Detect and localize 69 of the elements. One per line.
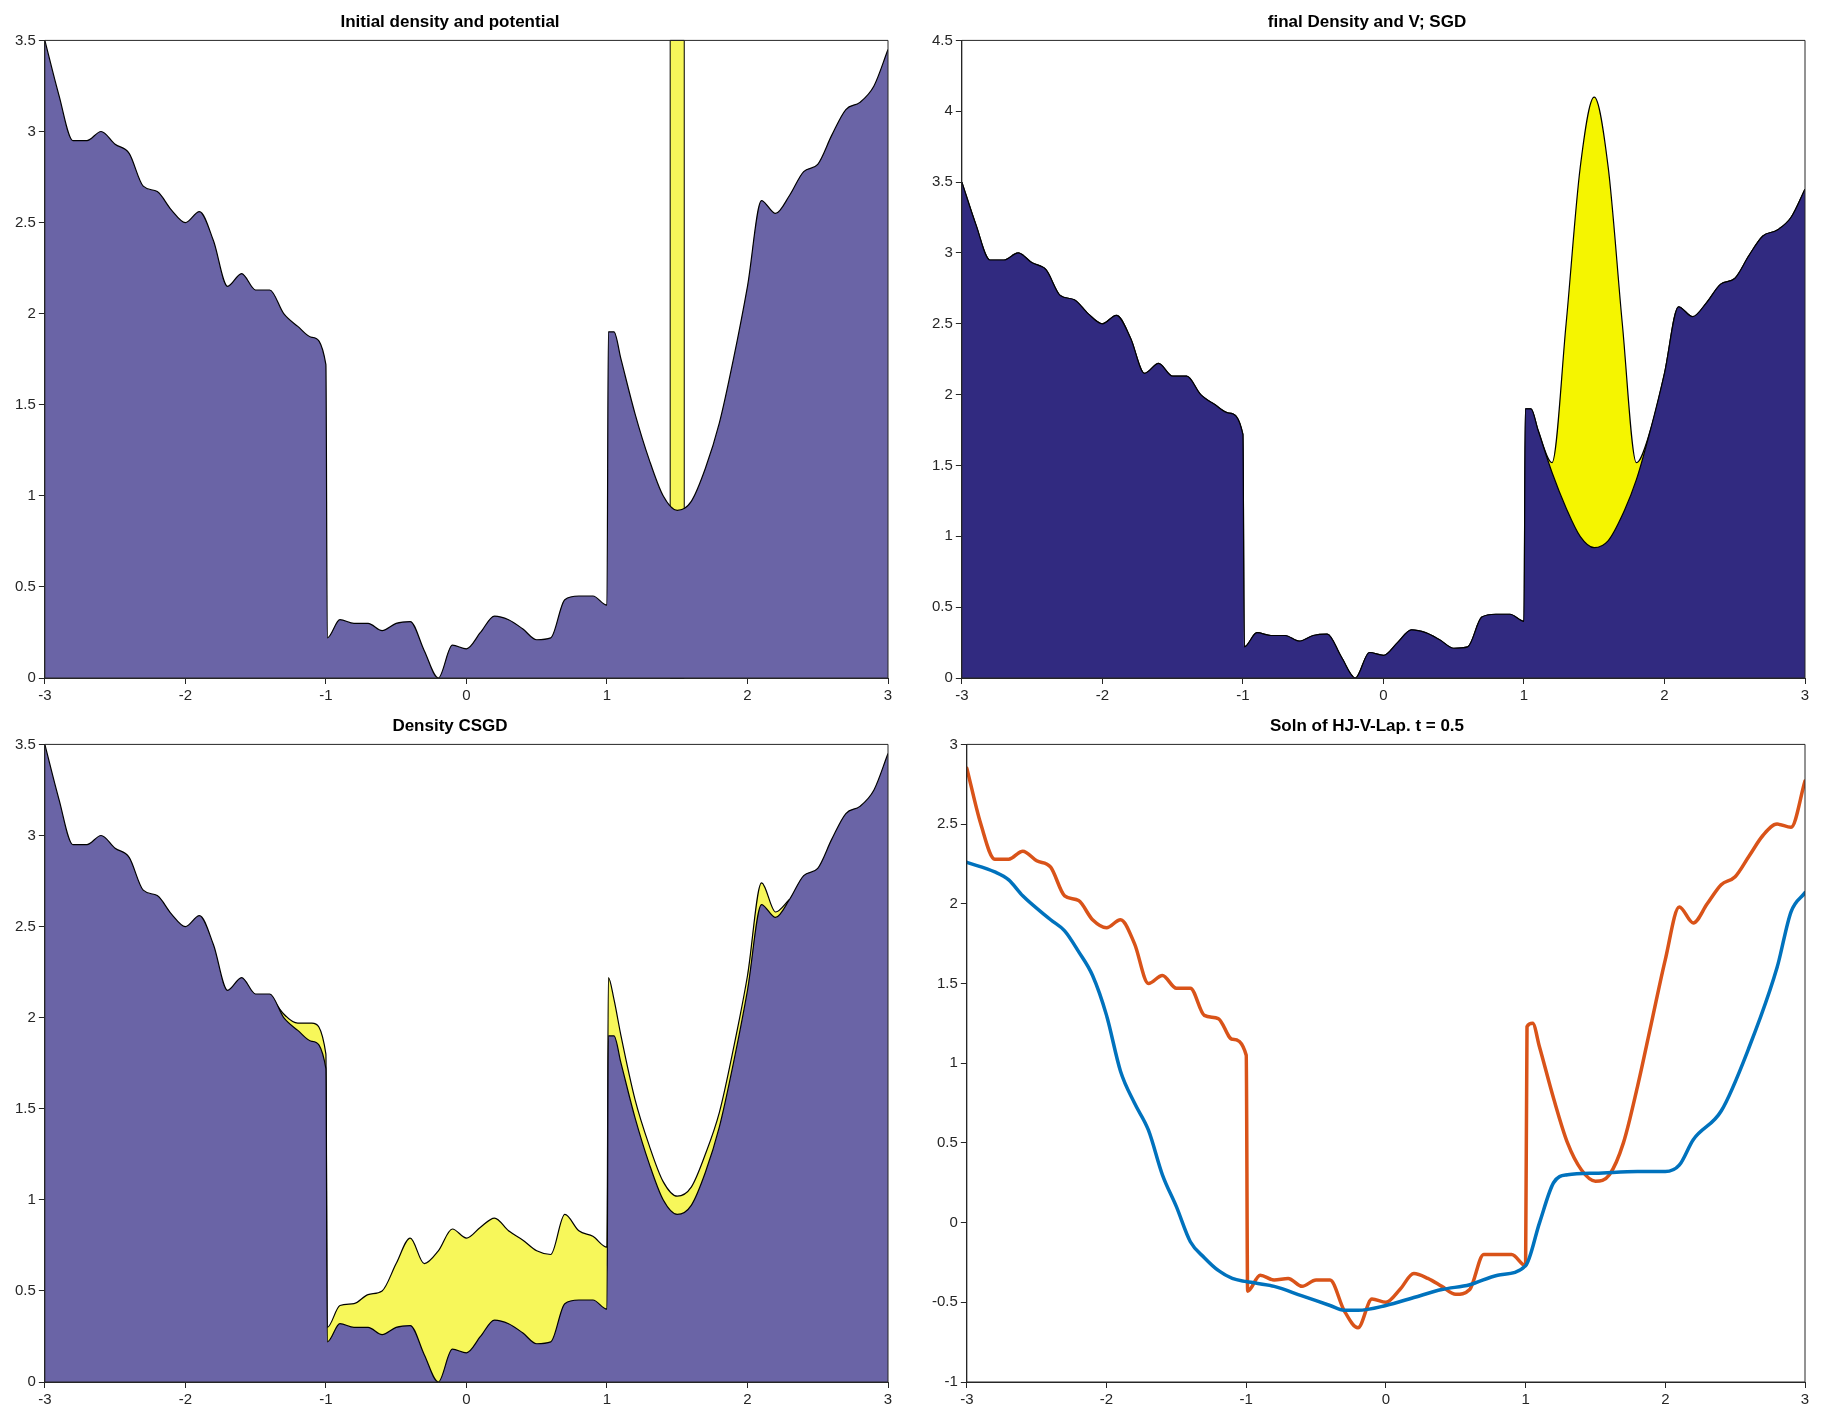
y-tick-label: 2 [949, 893, 958, 911]
y-tick-label: 1 [949, 1053, 958, 1071]
y-tick-label: 1 [944, 526, 953, 544]
x-tick-label: -3 [38, 686, 52, 704]
y-tick-label: 3 [949, 734, 958, 752]
y-tick-label: 3 [27, 121, 36, 139]
x-tick-label: 2 [1660, 686, 1669, 704]
y-tick-label: 1 [27, 1189, 36, 1207]
x-tick-label: -1 [1236, 686, 1250, 704]
x-tick-label: -3 [38, 1390, 52, 1408]
x-tick-label: -2 [178, 1390, 193, 1408]
x-tick-label: -1 [319, 1390, 333, 1408]
y-tick-label: 4.5 [931, 30, 953, 48]
chart-title: Soln of HJ-V-Lap. t = 0.5 [1269, 715, 1465, 735]
y-tick-label: -0.5 [931, 1292, 958, 1310]
y-tick-label: 0.5 [931, 597, 953, 615]
x-tick-label: 2 [1661, 1390, 1670, 1408]
y-tick-label: 2.5 [14, 212, 36, 230]
y-tick-label: -1 [944, 1372, 958, 1390]
y-tick-label: 0.5 [936, 1133, 958, 1151]
x-tick-label: -3 [960, 1390, 974, 1408]
y-tick-label: 2 [27, 1007, 36, 1025]
x-tick-label: -1 [319, 686, 333, 704]
x-tick-label: -2 [178, 686, 193, 704]
x-tick-label: 3 [883, 686, 893, 704]
x-tick-label: -2 [1099, 1390, 1114, 1408]
line-series [966, 766, 1805, 1330]
y-tick-label: 3.5 [14, 30, 36, 48]
x-tick-label: 3 [883, 1390, 893, 1408]
y-tick-label: 0 [27, 1372, 36, 1390]
x-tick-label: 0 [1381, 1390, 1391, 1408]
chart-title: final Density and V; SGD [1267, 11, 1467, 31]
x-tick-label: 0 [1379, 686, 1388, 704]
y-tick-label: 3 [27, 825, 36, 843]
y-tick-label: 4 [944, 101, 953, 119]
y-tick-label: 1.5 [14, 1098, 36, 1116]
chart-title: Density CSGD [392, 715, 508, 735]
y-tick-label: 2.5 [931, 313, 953, 331]
y-tick-label: 3 [944, 243, 953, 261]
x-tick-label: 0 [462, 686, 471, 704]
x-tick-label: 2 [743, 686, 752, 704]
y-tick-label: 1.5 [931, 455, 953, 473]
y-tick-label: 3.5 [14, 734, 36, 752]
y-tick-label: 3.5 [931, 172, 953, 190]
x-tick-label: 1 [602, 686, 612, 704]
x-tick-label: 0 [462, 1390, 471, 1408]
chart-title: Initial density and potential [340, 11, 560, 31]
y-tick-label: 0 [27, 668, 36, 686]
y-tick-label: 0 [944, 668, 953, 686]
x-tick-label: 1 [602, 1390, 612, 1408]
x-tick-label: -2 [1095, 686, 1110, 704]
x-tick-label: -1 [1239, 1390, 1253, 1408]
y-tick-label: 0.5 [14, 577, 36, 595]
y-tick-label: 1.5 [14, 394, 36, 412]
x-tick-label: 3 [1800, 1390, 1810, 1408]
y-tick-label: 0 [949, 1212, 958, 1230]
y-tick-label: 2.5 [14, 916, 36, 934]
x-tick-label: 3 [1800, 686, 1810, 704]
y-tick-label: 1 [27, 485, 36, 503]
line-series [966, 860, 1805, 1313]
x-tick-label: 2 [743, 1390, 752, 1408]
y-tick-label: 2 [27, 303, 36, 321]
x-tick-label: 1 [1521, 1390, 1530, 1408]
y-tick-label: 2 [944, 384, 953, 402]
x-tick-label: 1 [1519, 686, 1529, 704]
y-tick-label: 2.5 [936, 814, 958, 832]
x-tick-label: -3 [955, 686, 969, 704]
y-tick-label: 1.5 [936, 973, 958, 991]
y-tick-label: 0.5 [14, 1281, 36, 1299]
